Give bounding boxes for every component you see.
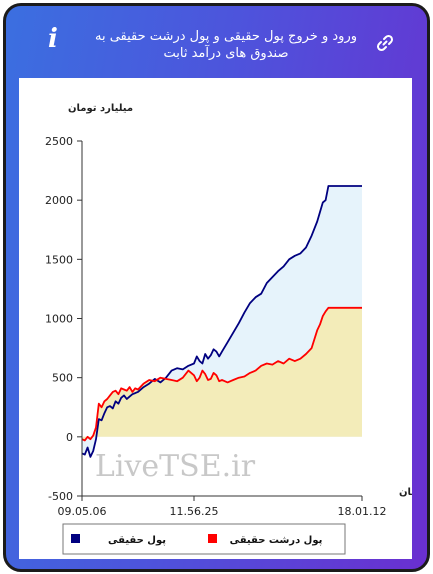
y-tick-label: 2500 <box>45 135 73 148</box>
legend-swatch-1 <box>208 534 217 543</box>
y-tick-label: 2000 <box>45 194 73 207</box>
y-tick-label: 1000 <box>45 313 73 326</box>
x-tick-label: 09.05.06 <box>58 505 107 518</box>
chart-svg: میلیارد تومان زمان LiveTSE.ir -500 0 500 10… <box>45 103 423 555</box>
x-tick-label: 11.56.25 <box>170 505 219 518</box>
x-axis-label: زمان <box>399 487 412 498</box>
x-tick-label: 18.01.12 <box>338 505 387 518</box>
chart-title: ورود و خروج پول حقیقی و پول درشت حقیقی ب… <box>94 29 357 61</box>
info-icon[interactable]: i <box>48 24 58 54</box>
legend-label-0: پول حقیقی <box>108 535 166 546</box>
y-tick-label: 1500 <box>45 253 73 266</box>
link-icon[interactable] <box>375 33 395 53</box>
y-tick-label: -500 <box>48 490 73 503</box>
chart-card: i ورود و خروج پول حقیقی و پول درشت حقیقی… <box>3 3 430 572</box>
watermark: LiveTSE.ir <box>95 449 256 484</box>
series-line-0 <box>81 185 362 458</box>
chart-panel: میلیارد تومان زمان LiveTSE.ir -500 0 500 10… <box>19 78 423 559</box>
series-line-1 <box>81 306 362 442</box>
y-tick-label: 0 <box>66 431 73 444</box>
legend-label-1: پول درشت حقیقی <box>230 535 323 546</box>
y-axis-label: میلیارد تومان <box>68 103 133 114</box>
y-tick-label: 500 <box>52 372 73 385</box>
legend-box <box>62 523 346 555</box>
series-area-1 <box>82 307 362 441</box>
card-header: i ورود و خروج پول حقیقی و پول درشت حقیقی… <box>6 6 427 78</box>
legend-swatch-0 <box>71 534 80 543</box>
